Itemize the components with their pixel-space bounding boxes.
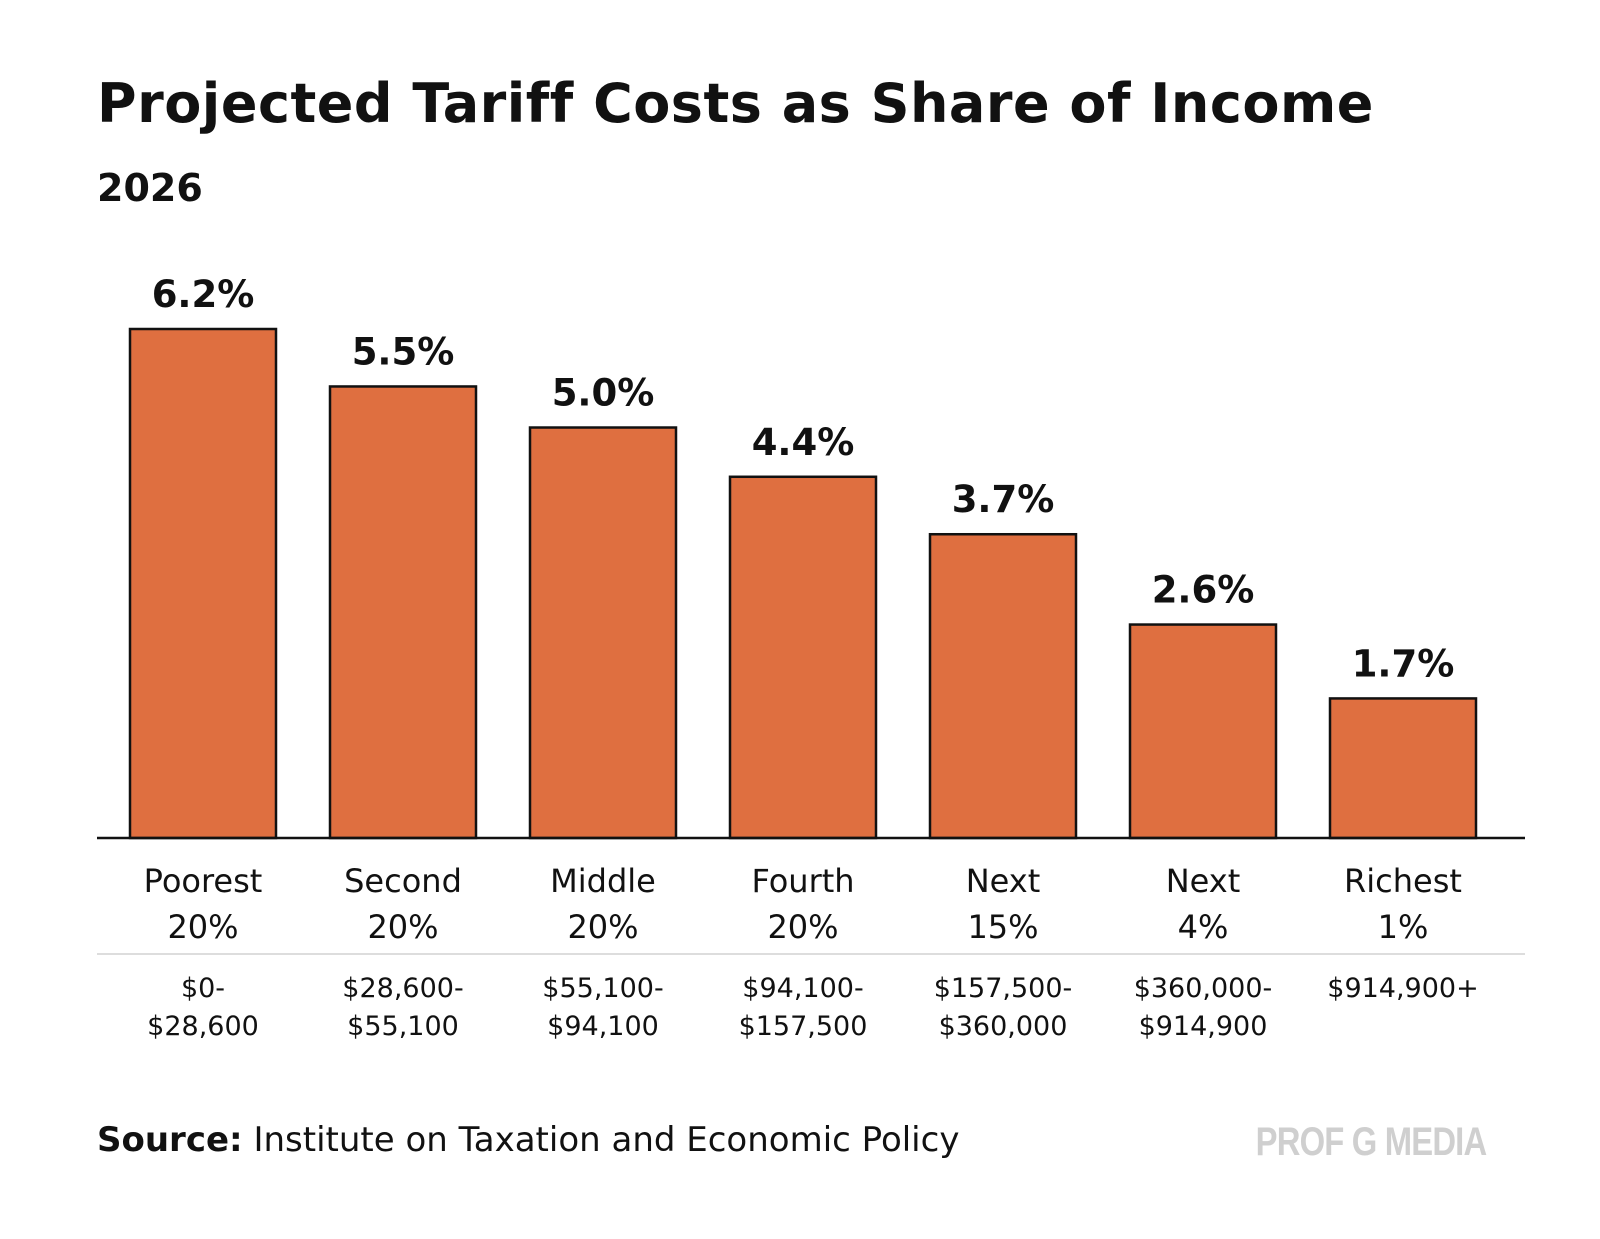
data-label: 6.2% (152, 273, 255, 316)
income-range-label: $914,900+ (1327, 973, 1478, 1004)
source-note: Source: Institute on Taxation and Econom… (97, 1120, 959, 1160)
bar (1128, 623, 1278, 840)
income-range-label: $360,000 (939, 1011, 1068, 1042)
bar (1328, 697, 1478, 840)
income-range-label: $55,100 (347, 1011, 459, 1042)
category-tick-label: Fourth (751, 862, 854, 900)
bar (128, 327, 278, 840)
bar (328, 385, 478, 840)
source-label: Source: (97, 1120, 243, 1160)
income-range-label: $28,600- (342, 973, 463, 1004)
data-label: 5.0% (552, 372, 655, 415)
category-tick-label: 20% (567, 908, 638, 946)
income-range-label: $360,000- (1134, 973, 1273, 1004)
category-tick-label: 1% (1378, 908, 1429, 946)
bar (728, 475, 878, 840)
income-range-label: $914,900 (1139, 1011, 1268, 1042)
chart-title: Projected Tariff Costs as Share of Incom… (97, 72, 1374, 135)
data-label: 3.7% (952, 478, 1055, 521)
income-range-label: $28,600 (147, 1011, 259, 1042)
chart-subtitle: 2026 (97, 166, 203, 210)
category-tick-label: Next (966, 862, 1041, 900)
category-tick-label: 20% (167, 908, 238, 946)
data-label: 1.7% (1352, 642, 1455, 685)
income-range-label: $0- (181, 973, 225, 1004)
category-tick-label: Richest (1344, 862, 1462, 900)
category-tick-label: Poorest (144, 862, 263, 900)
bar (928, 532, 1078, 840)
bar (528, 426, 678, 840)
income-range-label: $94,100 (547, 1011, 659, 1042)
data-label: 5.5% (352, 330, 455, 373)
income-range-label: $94,100- (742, 973, 863, 1004)
category-tick-label: 15% (967, 908, 1038, 946)
brand-logo: PROF G MEDIA (1255, 1120, 1487, 1164)
category-tick-label: 20% (767, 908, 838, 946)
income-range-label: $55,100- (542, 973, 663, 1004)
category-tick-label: Next (1166, 862, 1241, 900)
data-label: 4.4% (752, 421, 855, 464)
data-label: 2.6% (1152, 569, 1255, 612)
category-tick-label: 20% (367, 908, 438, 946)
source-text: Institute on Taxation and Economic Polic… (242, 1120, 960, 1160)
income-range-label: $157,500- (934, 973, 1073, 1004)
category-tick-label: Middle (550, 862, 656, 900)
income-range-label: $157,500 (739, 1011, 868, 1042)
category-tick-label: 4% (1178, 908, 1229, 946)
category-tick-label: Second (344, 862, 462, 900)
